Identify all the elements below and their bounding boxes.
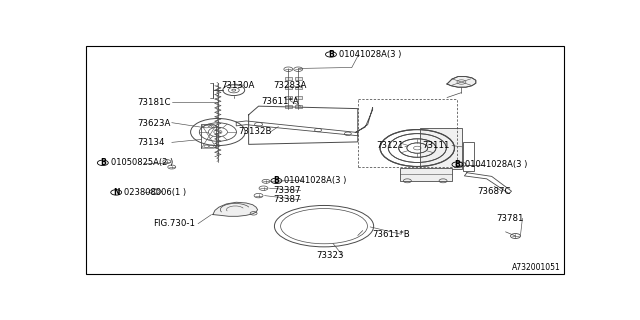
Text: 73387: 73387 xyxy=(273,195,301,204)
Text: 01041028A(3 ): 01041028A(3 ) xyxy=(284,176,347,185)
Bar xyxy=(295,76,301,80)
Polygon shape xyxy=(213,202,257,216)
Text: B: B xyxy=(100,158,106,167)
Bar xyxy=(295,96,301,99)
Bar xyxy=(285,96,292,99)
Bar xyxy=(285,76,292,80)
Text: 73134: 73134 xyxy=(137,138,164,147)
Text: 73387: 73387 xyxy=(273,186,301,195)
Bar xyxy=(295,105,301,108)
Text: 01050825A(2 ): 01050825A(2 ) xyxy=(111,158,173,167)
Text: B: B xyxy=(454,160,460,169)
Text: 73687C: 73687C xyxy=(477,187,510,196)
Text: N: N xyxy=(113,188,120,197)
Text: FIG.730-1: FIG.730-1 xyxy=(154,219,195,228)
Bar xyxy=(295,86,301,89)
Text: 73781: 73781 xyxy=(497,214,524,223)
Text: 73283A: 73283A xyxy=(273,81,307,90)
Text: 73121: 73121 xyxy=(376,141,404,150)
Text: B: B xyxy=(328,50,334,59)
Text: A732001051: A732001051 xyxy=(513,263,561,272)
Text: 73132B: 73132B xyxy=(239,127,272,136)
Text: B: B xyxy=(273,176,279,185)
Text: 73611*B: 73611*B xyxy=(372,230,410,239)
Text: 023808006(1 ): 023808006(1 ) xyxy=(124,188,186,197)
Text: 73130A: 73130A xyxy=(221,81,255,90)
Bar xyxy=(420,128,462,169)
Bar xyxy=(463,142,474,172)
Text: 01041028A(3 ): 01041028A(3 ) xyxy=(465,160,528,169)
Text: 01041028A(3 ): 01041028A(3 ) xyxy=(339,50,401,59)
Text: 73611*A: 73611*A xyxy=(261,97,299,106)
Polygon shape xyxy=(447,76,476,87)
Text: 73181C: 73181C xyxy=(137,98,170,107)
Text: 73323: 73323 xyxy=(317,251,344,260)
Text: 73111: 73111 xyxy=(422,141,450,150)
Text: 73623A: 73623A xyxy=(137,119,170,128)
Bar xyxy=(285,105,292,108)
Bar xyxy=(285,86,292,89)
Bar xyxy=(400,168,452,181)
